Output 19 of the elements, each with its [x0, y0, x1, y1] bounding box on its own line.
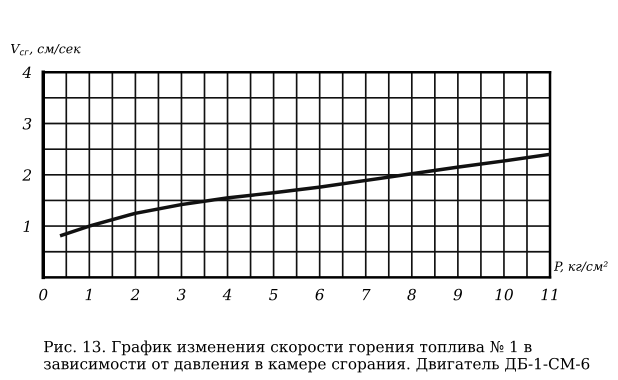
y-axis-title: V$_{сг}$, см/сек — [10, 44, 81, 56]
x-tick-label: 5 — [269, 288, 278, 300]
x-tick-label: 9 — [454, 288, 462, 300]
x-tick-label: 0 — [39, 288, 48, 300]
y-tick-label: 4 — [22, 66, 32, 78]
x-axis-title: P, кг/см² — [554, 261, 608, 272]
x-tick-label: 4 — [222, 288, 232, 300]
x-tick-label: 10 — [495, 288, 513, 300]
x-tick-label: 1 — [86, 288, 92, 300]
x-tick-label: 11 — [541, 288, 557, 300]
x-tick-label: 7 — [362, 288, 371, 300]
x-tick-label: 2 — [130, 288, 140, 300]
text: Рис. 13. График изменения скорости горения топлива № 1 в зависимости от давления в камере сгорания. Двигатель ДБ-1-СМ-6 — [44, 340, 590, 372]
y-tick-label: 1 — [23, 220, 30, 232]
y-tick-label: 3 — [22, 118, 32, 130]
x-tick-label: 3 — [176, 288, 186, 300]
y-tick-label: 2 — [22, 169, 32, 181]
x-tick-label: 6 — [316, 288, 324, 300]
x-tick-label: 8 — [407, 288, 416, 300]
